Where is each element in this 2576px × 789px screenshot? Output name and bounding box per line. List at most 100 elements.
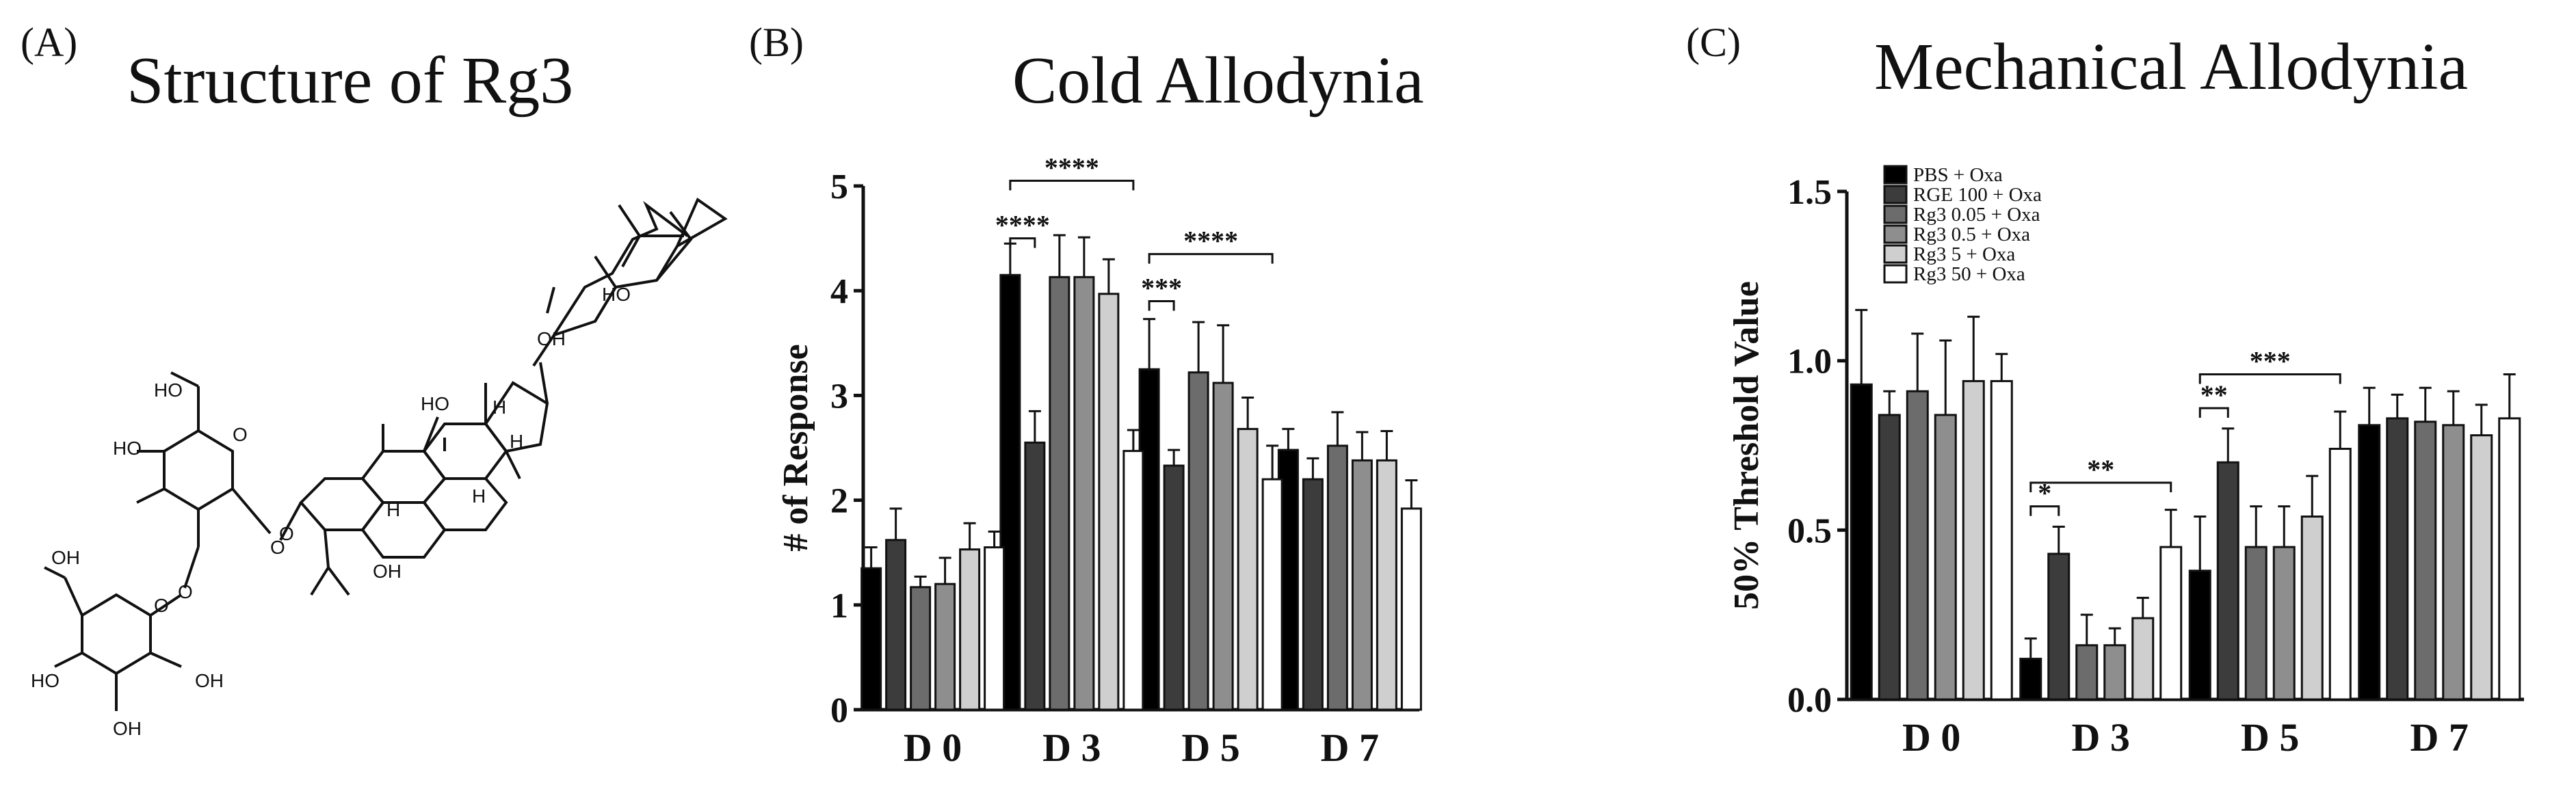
bar-rge-100-oxa: [1302, 478, 1324, 711]
bar-rg3-0-05-oxa: [1187, 371, 1209, 711]
atom-label: OH: [373, 561, 402, 582]
y-tick-label: 0.0: [1787, 681, 1832, 720]
bar-rg3-0-5-oxa: [2103, 644, 2127, 701]
legend-label: Rg3 5 + Oxa: [1913, 243, 2015, 265]
atom-label: O: [233, 424, 248, 445]
y-tick-label: 1.0: [1787, 343, 1832, 382]
bar-rg3-5-oxa: [2131, 617, 2155, 701]
y-tick-label: 1: [830, 587, 848, 626]
panel-c-letter: (C): [1686, 20, 1741, 65]
y-tick-label: 5: [830, 168, 848, 206]
legend-swatch: [1883, 165, 1908, 185]
bar-rg3-50-oxa: [984, 546, 1006, 711]
gem-dimethyl-bond: [327, 566, 350, 596]
legend-swatch: [1883, 204, 1908, 224]
atom-label: O: [270, 537, 285, 558]
side-chain-bond: [594, 211, 693, 323]
y-axis-label: # of Response: [776, 344, 815, 551]
atom-label: O: [154, 595, 169, 616]
ether-bond: [279, 502, 302, 541]
bar-rge-100-oxa: [2216, 461, 2239, 701]
sugar-bond: [183, 546, 200, 589]
significance-label: ***: [1141, 273, 1182, 304]
sugar-bond: [170, 371, 199, 388]
y-tick-label: 4: [830, 272, 848, 311]
x-category-label: D 7: [2410, 715, 2469, 760]
bar-rg3-50-oxa: [1990, 379, 2013, 701]
y-tick-label: 0.5: [1787, 511, 1832, 550]
bar-rg3-0-5-oxa: [934, 583, 956, 711]
bar-rge-100-oxa: [1163, 464, 1185, 711]
sidechain-link: [539, 362, 549, 404]
atom-label: OH: [51, 547, 80, 568]
side-chain-bond: [618, 204, 641, 237]
bar-rg3-0-05-oxa: [2075, 644, 2099, 701]
bar-rg3-0-05-oxa: [910, 586, 932, 711]
bar-pbs-oxa: [2358, 424, 2381, 701]
significance-bracket: [2198, 407, 2229, 418]
ring-c2: [422, 477, 508, 531]
bar-rg3-50-oxa: [2498, 417, 2521, 701]
panel-c-title: Mechanical Allodynia: [1874, 30, 2468, 104]
legend-label: Rg3 0.5 + Oxa: [1913, 224, 2030, 245]
atom-label: HO: [421, 393, 449, 414]
bar-rg3-50-oxa: [1122, 450, 1144, 711]
bar-rge-100-oxa: [2386, 417, 2409, 701]
atom-label: O: [279, 523, 294, 544]
atom-label: OH: [113, 718, 142, 739]
atom-label: HO: [31, 670, 60, 691]
y-tick-label: 3: [830, 377, 848, 416]
legend-swatch: [1883, 224, 1908, 244]
panel-a-title: Structure of Rg3: [127, 44, 573, 118]
significance-bracket: [2198, 373, 2341, 384]
bar-rg3-0-5-oxa: [1073, 276, 1095, 711]
x-category-label: D 0: [904, 725, 962, 770]
side-chain-bond: [532, 255, 618, 367]
bar-pbs-oxa: [2188, 570, 2211, 701]
bar-rg3-5-oxa: [1376, 459, 1397, 711]
rg3-structure-diagram: [44, 197, 728, 711]
atom-label: HO: [602, 284, 631, 305]
glycoside-bond: [149, 593, 183, 617]
hydroxyl-bond: [423, 416, 439, 452]
sugar-bond: [136, 487, 165, 504]
bar-rg3-0-5-oxa: [1351, 459, 1373, 711]
y-tick-label: 2: [830, 482, 848, 521]
tail-bond: [553, 200, 689, 336]
atom-label: H: [472, 485, 486, 507]
atom-label: H: [386, 499, 400, 520]
gem-dimethyl-bond: [310, 566, 330, 596]
atom-label: OH: [537, 328, 566, 349]
bar-rge-100-oxa: [1024, 441, 1046, 711]
bar-rg3-50-oxa: [1261, 478, 1283, 711]
ring-d: [484, 381, 549, 453]
significance-label: **: [2087, 454, 2114, 485]
x-category-label: D 7: [1321, 725, 1379, 770]
legend-label: PBS + Oxa: [1913, 164, 2003, 186]
sugar-ring-1: [163, 429, 234, 511]
bar-rge-100-oxa: [2047, 552, 2071, 701]
atom-label: H: [510, 431, 523, 452]
bar-rg3-5-oxa: [2300, 516, 2324, 701]
x-category-label: D 3: [2072, 715, 2130, 760]
bar-pbs-oxa: [1850, 383, 1873, 701]
y-tick-label: 0: [830, 691, 848, 730]
panel-b-letter: (B): [749, 20, 804, 65]
bar-rg3-50-oxa: [1400, 507, 1422, 711]
significance-bracket: [2029, 481, 2172, 492]
ring-b2: [360, 501, 447, 559]
bar-rg3-0-05-oxa: [1906, 390, 1929, 701]
bar-rge-100-oxa: [885, 539, 907, 711]
significance-label: **: [2200, 379, 2228, 410]
bar-rge-100-oxa: [1878, 414, 1901, 701]
significance-label: ****: [995, 210, 1050, 241]
methyl-bond: [505, 451, 521, 479]
significance-label: ****: [1044, 152, 1099, 183]
significance-label: *: [2038, 478, 2051, 509]
legend-swatch: [1883, 264, 1908, 284]
atom-label: HO: [113, 438, 142, 459]
atom-label: OH: [195, 670, 224, 691]
legend-label: Rg3 0.05 + Oxa: [1913, 204, 2040, 226]
